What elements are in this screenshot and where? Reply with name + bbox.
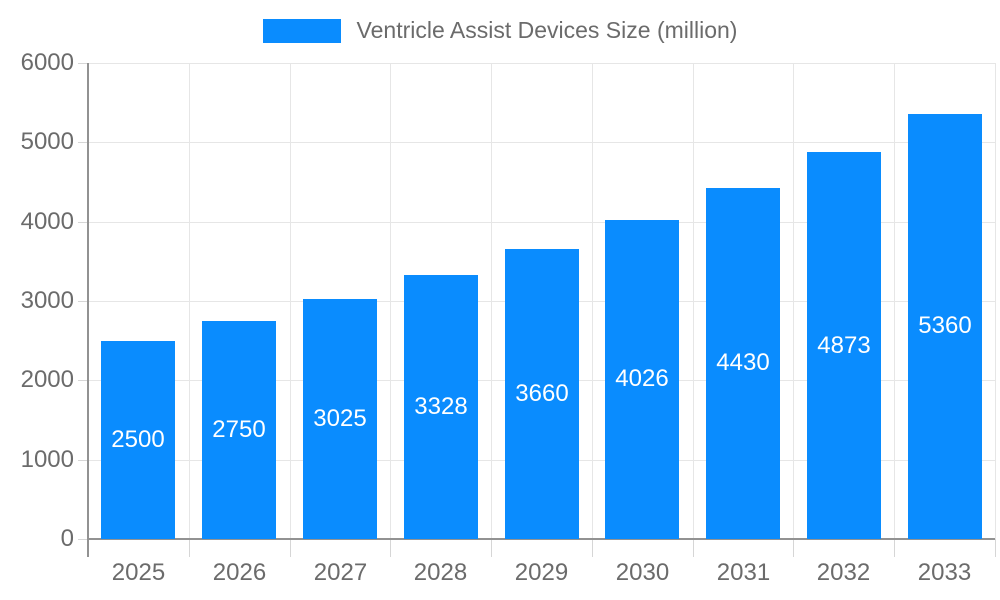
gridline-horizontal bbox=[88, 142, 995, 143]
x-tick-mark bbox=[189, 539, 190, 557]
bar-2026[interactable] bbox=[202, 321, 276, 539]
bar-2031[interactable] bbox=[706, 188, 780, 539]
x-tick-mark bbox=[894, 539, 895, 557]
bar-value-label: 3025 bbox=[313, 405, 367, 432]
gridline-vertical bbox=[189, 63, 190, 539]
y-axis-tick-label: 0 bbox=[60, 525, 74, 552]
bar-2030[interactable] bbox=[605, 220, 679, 539]
x-axis-line bbox=[88, 538, 995, 540]
x-axis-tick-label: 2026 bbox=[212, 559, 267, 586]
y-axis-tick-label: 4000 bbox=[20, 208, 74, 235]
bar-value-label: 2750 bbox=[212, 416, 266, 443]
y-tick-mark bbox=[78, 142, 88, 143]
gridline-vertical bbox=[693, 63, 694, 539]
x-axis-tick-label: 2030 bbox=[615, 559, 670, 586]
y-tick-mark bbox=[78, 301, 88, 302]
gridline-vertical bbox=[491, 63, 492, 539]
y-axis-tick-label: 2000 bbox=[20, 366, 74, 393]
x-axis-tick-label: 2031 bbox=[716, 559, 771, 586]
y-axis-line bbox=[87, 63, 89, 557]
bar-value-label: 3328 bbox=[414, 393, 468, 420]
gridline-vertical bbox=[592, 63, 593, 539]
y-tick-mark bbox=[78, 460, 88, 461]
x-tick-mark bbox=[793, 539, 794, 557]
y-axis-tick-label: 6000 bbox=[20, 49, 74, 76]
y-tick-mark bbox=[78, 222, 88, 223]
bar-value-label: 3660 bbox=[515, 380, 569, 407]
x-tick-mark bbox=[491, 539, 492, 557]
bar-value-label: 4430 bbox=[716, 349, 770, 376]
bar-2029[interactable] bbox=[505, 249, 579, 539]
gridline-horizontal bbox=[88, 63, 995, 64]
x-tick-mark bbox=[995, 539, 996, 557]
bar-value-label: 4026 bbox=[615, 365, 669, 392]
gridline-vertical bbox=[390, 63, 391, 539]
gridline-vertical bbox=[995, 63, 996, 539]
y-tick-mark bbox=[78, 380, 88, 381]
x-axis-tick-label: 2033 bbox=[917, 559, 972, 586]
x-axis-tick-label: 2027 bbox=[313, 559, 368, 586]
x-axis-tick-label: 2028 bbox=[413, 559, 468, 586]
bar-2028[interactable] bbox=[404, 275, 478, 539]
y-axis-tick-label: 5000 bbox=[20, 128, 74, 155]
bar-2032[interactable] bbox=[807, 152, 881, 539]
bar-value-label: 2500 bbox=[111, 426, 165, 453]
y-axis-tick-label: 1000 bbox=[20, 446, 74, 473]
gridline-vertical bbox=[290, 63, 291, 539]
x-tick-mark bbox=[592, 539, 593, 557]
x-tick-mark bbox=[390, 539, 391, 557]
legend-label: Ventricle Assist Devices Size (million) bbox=[356, 17, 738, 43]
bar-2033[interactable] bbox=[908, 114, 982, 539]
bar-2025[interactable] bbox=[101, 341, 175, 539]
x-tick-mark bbox=[290, 539, 291, 557]
gridline-vertical bbox=[894, 63, 895, 539]
bar-2027[interactable] bbox=[303, 299, 377, 539]
y-tick-mark bbox=[78, 63, 88, 64]
x-axis-tick-label: 2025 bbox=[111, 559, 166, 586]
legend[interactable]: Ventricle Assist Devices Size (million) bbox=[0, 17, 1000, 44]
x-tick-mark bbox=[693, 539, 694, 557]
x-axis-tick-label: 2032 bbox=[816, 559, 871, 586]
gridline-vertical bbox=[793, 63, 794, 539]
bar-value-label: 5360 bbox=[918, 312, 972, 339]
legend-swatch bbox=[262, 18, 341, 43]
y-axis-tick-label: 3000 bbox=[20, 287, 74, 314]
x-axis-tick-label: 2029 bbox=[514, 559, 569, 586]
bar-value-label: 4873 bbox=[817, 332, 871, 359]
gridline-horizontal bbox=[88, 222, 995, 223]
y-tick-mark bbox=[78, 539, 88, 540]
